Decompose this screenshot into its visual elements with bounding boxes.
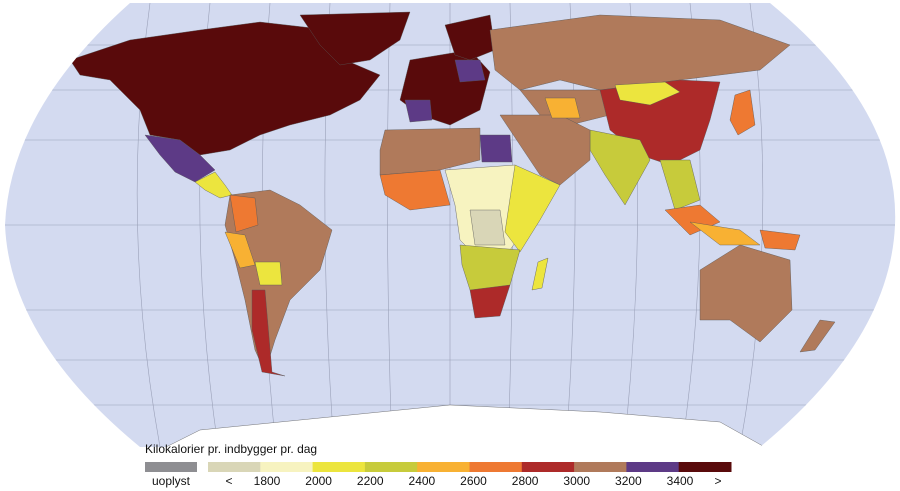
- legend-label: 3200: [615, 474, 642, 488]
- legend-swatch: [469, 462, 523, 472]
- legend-missing-swatch: [145, 462, 197, 472]
- legend-label: 2600: [460, 474, 487, 488]
- legend-label: 2000: [305, 474, 332, 488]
- legend-label: 3400: [667, 474, 694, 488]
- legend-title: Kilokalorier pr. indbygger pr. dag: [145, 442, 317, 456]
- world-map: [5, 3, 896, 447]
- legend: uoplyst <1800 2000 2200 2400 2600 2800 3000 3200…: [145, 462, 732, 488]
- legend-label: 2400: [409, 474, 436, 488]
- legend-swatch: [678, 462, 732, 472]
- legend-swatch: [208, 462, 261, 472]
- legend-label: 2200: [357, 474, 384, 488]
- legend-label: >: [714, 474, 721, 488]
- legend-swatch: [260, 462, 314, 472]
- legend-label: 3000: [563, 474, 590, 488]
- legend-label: <: [225, 474, 232, 488]
- legend-swatch: [364, 462, 418, 472]
- legend-label: 1800: [254, 474, 281, 488]
- countries: [69, 11, 836, 447]
- legend-swatch: [626, 462, 680, 472]
- legend-label: 2800: [512, 474, 539, 488]
- legend-swatch: [521, 462, 575, 472]
- legend-missing-label: uoplyst: [152, 474, 191, 488]
- legend-swatch: [574, 462, 627, 472]
- legend-swatch: [417, 462, 470, 472]
- legend-swatch: [312, 462, 366, 472]
